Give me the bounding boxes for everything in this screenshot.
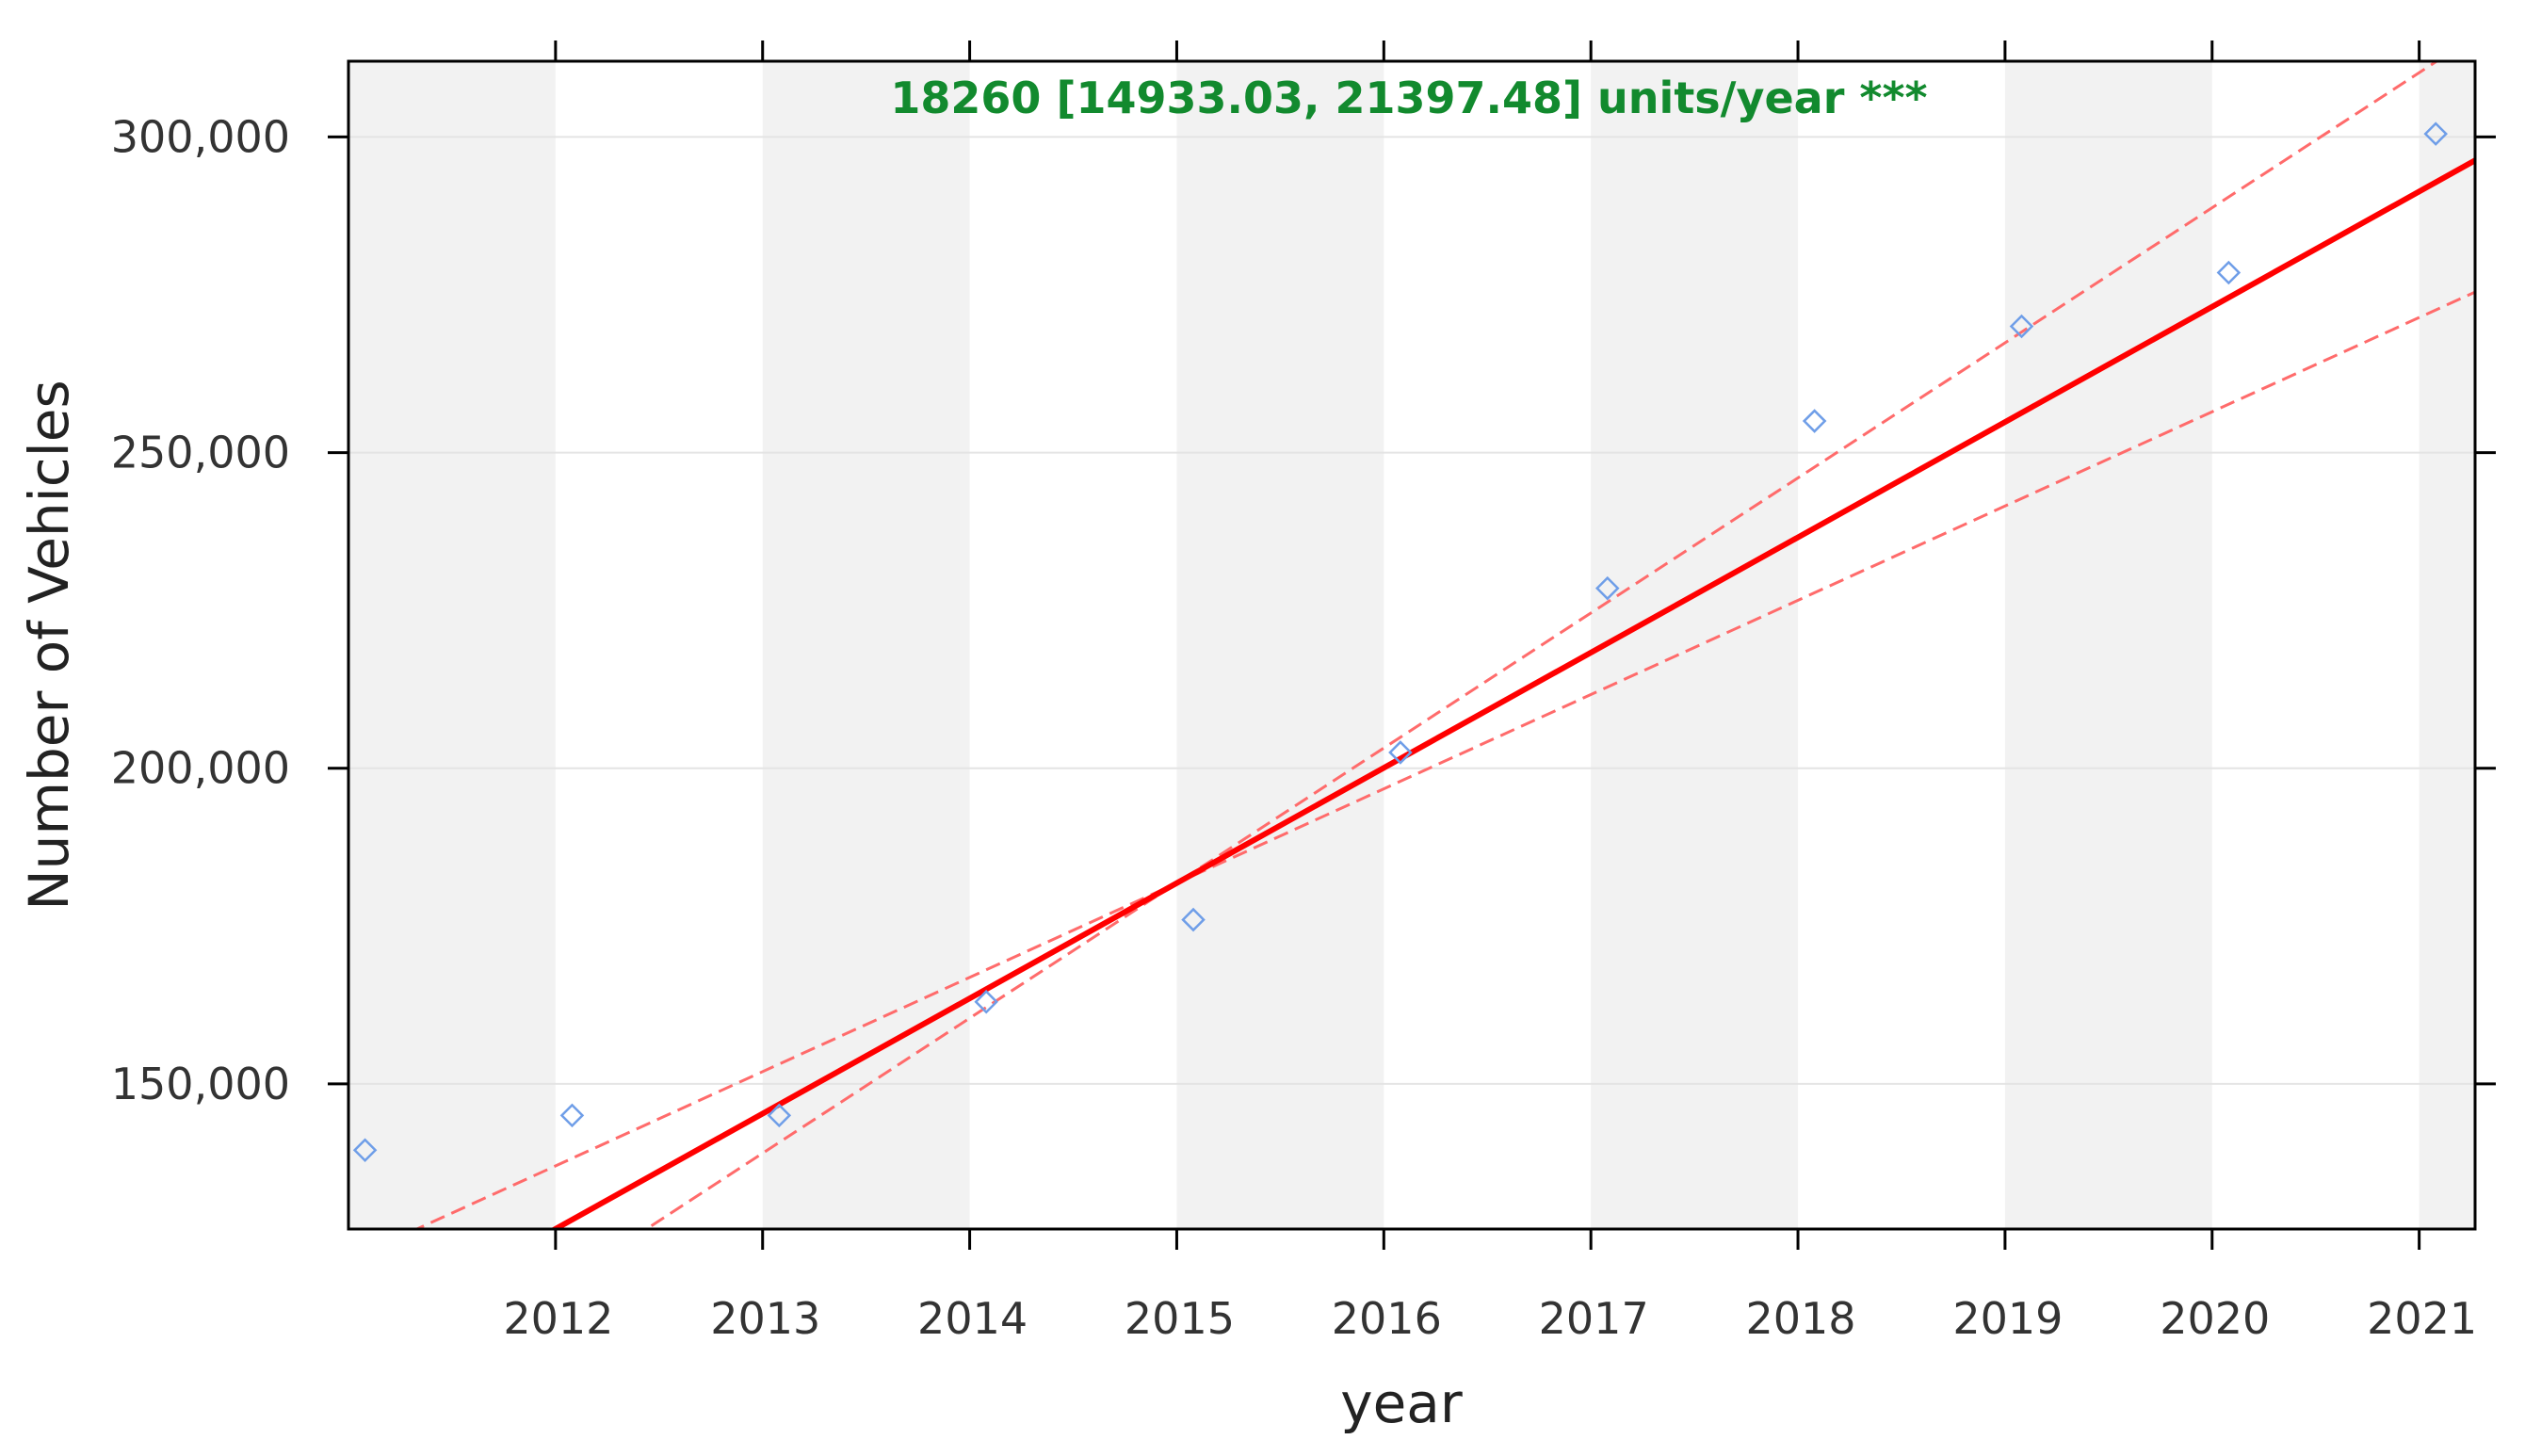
x-tick-label: 2020 [2160,1293,2270,1344]
x-tick-label: 2015 [1125,1293,1235,1344]
axis-ticks [328,40,2496,1250]
data-point [559,1103,585,1128]
plot-frame [347,59,2477,1231]
data-point [352,1138,378,1162]
data-point [2216,260,2242,285]
data-point [2009,314,2034,339]
y-tick-label: 250,000 [111,428,290,478]
year-stripe [2004,61,2212,1229]
x-tick-label: 2021 [2367,1293,2477,1344]
x-tick-label: 2019 [1952,1293,2063,1344]
y-tick-label: 200,000 [111,743,290,794]
trend-annotation: 18260 [14933.03, 21397.48] units/year **… [890,73,1927,123]
year-stripe [2419,61,2475,1229]
x-tick-label: 2014 [917,1293,1028,1344]
data-point [767,1103,792,1128]
upper-confidence-line [643,61,2440,1229]
data-point [1181,907,1206,932]
year-stripe [348,61,556,1229]
x-axis-tick-labels: 2012 2013 2014 2015 2016 2017 2018 2019 2020 2021 [503,1293,2477,1344]
x-tick-label: 2012 [503,1293,613,1344]
data-point [974,989,998,1014]
data-point [1388,740,1413,765]
year-stripe [1176,61,1384,1229]
data-point [1802,409,1827,433]
data-point [1595,575,1620,601]
y-tick-label: 150,000 [111,1059,290,1109]
data-points [352,121,2448,1162]
x-axis-title: year [1340,1371,1463,1435]
year-stripe [762,61,970,1229]
y-axis-title: Number of Vehicles [17,380,81,910]
lower-confidence-line [413,290,2475,1229]
x-tick-label: 2018 [1746,1293,1856,1344]
x-tick-label: 2017 [1539,1293,1649,1344]
y-axis-tick-labels: 150,000 200,000 250,000 300,000 [111,111,290,1108]
y-tick-label: 300,000 [111,111,290,162]
data-point [2423,121,2448,146]
x-tick-label: 2016 [1332,1293,1442,1344]
year-stripes [348,61,2475,1229]
x-tick-label: 2013 [710,1293,820,1344]
year-stripe [1591,61,1799,1229]
